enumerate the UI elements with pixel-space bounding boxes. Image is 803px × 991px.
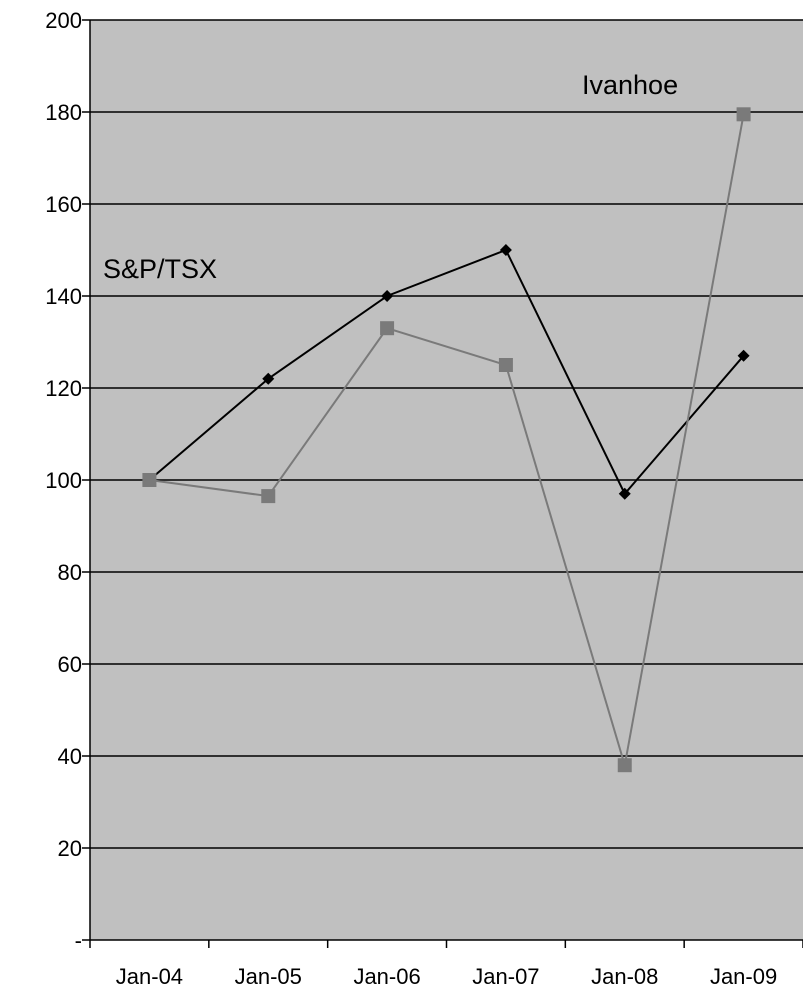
data-point — [261, 489, 276, 504]
data-point — [617, 758, 632, 773]
y-tick-label: 20 — [58, 836, 82, 861]
x-tick-label: Jan-07 — [472, 964, 539, 989]
x-tick-label: Jan-06 — [353, 964, 420, 989]
y-tick-label: 180 — [45, 100, 82, 125]
data-point — [381, 290, 394, 302]
x-tick-label: Jan-08 — [591, 964, 658, 989]
data-point — [142, 473, 157, 487]
x-tick-label: Jan-09 — [710, 964, 777, 989]
data-point — [618, 487, 631, 500]
series-line — [148, 248, 745, 496]
data-point — [736, 107, 751, 122]
series-line — [149, 114, 745, 766]
y-tick-label: 120 — [45, 376, 82, 401]
data-point — [737, 349, 750, 362]
y-tick-label: 160 — [45, 192, 82, 217]
y-tick-label: 140 — [45, 284, 82, 309]
data-point — [380, 321, 395, 336]
y-tick-label: 40 — [58, 744, 82, 769]
series-label-sp-tsx: S&P/TSX — [103, 254, 217, 284]
data-point — [499, 244, 512, 256]
y-tick-label: 100 — [45, 468, 82, 493]
x-tick-label: Jan-05 — [235, 964, 302, 989]
y-tick-label: 80 — [58, 560, 82, 585]
x-tick-label: Jan-04 — [116, 964, 183, 989]
series-0 — [143, 244, 750, 500]
x-axis-ticks: Jan-04 Jan-05 Jan-06 Jan-07 Jan-08 Jan-09 — [89, 940, 803, 989]
gridlines — [90, 19, 803, 849]
series-1 — [142, 107, 751, 773]
data-point — [262, 372, 275, 385]
data-point — [498, 358, 513, 372]
series-label-ivanhoe: Ivanhoe — [582, 70, 678, 100]
y-axis-ticks: - 20 40 60 80 100 120 140 160 180 200 — [45, 8, 90, 953]
y-tick-label: 60 — [58, 652, 82, 677]
y-tick-label: 200 — [45, 8, 82, 33]
series-group — [142, 107, 751, 773]
y-tick-label: - — [75, 928, 82, 953]
